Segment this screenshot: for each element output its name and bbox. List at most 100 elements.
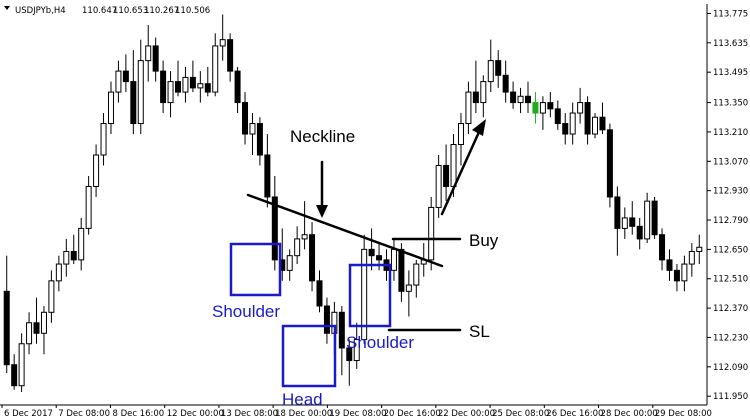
bullish-candle (100, 123, 107, 156)
bullish-candle (361, 248, 368, 341)
bearish-candle (398, 248, 405, 292)
bearish-candle (122, 70, 129, 83)
sl-label: SL (469, 322, 490, 341)
bullish-candle (137, 60, 144, 125)
time-tick-label: 28 Dec 00:00 (601, 409, 658, 419)
bearish-candle (256, 123, 263, 156)
bullish-candle (435, 164, 442, 208)
bearish-candle (636, 225, 643, 240)
bullish-candle (405, 284, 412, 292)
bullish-candle (569, 112, 576, 135)
bullish-candle (413, 263, 420, 286)
bearish-candle (673, 269, 680, 282)
bearish-candle (599, 116, 606, 131)
bullish-candle (457, 123, 464, 146)
bearish-candle (271, 196, 278, 261)
bullish-candle (249, 123, 256, 135)
bearish-candle (234, 70, 241, 104)
price-axis: 113.775 113.635 113.495 113.350 113.210 113.0… (707, 9, 748, 402)
price-tick-label: 113.350 (713, 99, 748, 109)
bearish-candle (70, 250, 77, 261)
bullish-candle (167, 81, 174, 104)
bullish-candle (390, 248, 397, 271)
buy-label: Buy (469, 231, 499, 250)
neckline-label: Neckline (290, 127, 355, 146)
candle-series (3, 14, 703, 392)
bearish-candle (502, 74, 509, 93)
bullish-candle (517, 95, 524, 104)
left-shoulder-box (229, 242, 282, 297)
bearish-candle (152, 45, 159, 72)
price-tick-label: 112.230 (713, 333, 748, 343)
time-tick-label: 29 Dec 08:00 (655, 409, 712, 419)
bearish-candle (629, 217, 636, 227)
time-tick-label: 8 Dec 16:00 (112, 409, 164, 419)
head-box (281, 324, 337, 388)
right-shoulder-label: Shoulder (346, 333, 414, 352)
bearish-candle (525, 95, 531, 104)
bullish-candle (182, 76, 189, 93)
bearish-candle (11, 364, 18, 387)
bearish-candle (204, 83, 211, 93)
bullish-candle (450, 144, 457, 187)
bearish-candle (368, 248, 375, 257)
target-arrow-head (472, 119, 486, 136)
bullish-candle (465, 91, 472, 125)
bullish-candle (592, 116, 599, 135)
ohlc-close: 110.506 (175, 6, 210, 16)
bearish-candle (606, 129, 613, 198)
bullish-candle (644, 200, 651, 240)
bullish-candle (107, 91, 114, 125)
bearish-candle (562, 123, 569, 135)
bearish-candle (510, 91, 517, 104)
bearish-candle (175, 81, 181, 93)
bearish-candle (547, 102, 554, 110)
price-tick-label: 111.950 (713, 392, 748, 402)
bearish-candle (338, 311, 345, 349)
annotations: Neckline Buy SL Shoulder Head Shoulder (212, 119, 499, 409)
bearish-candle (264, 154, 271, 198)
bearish-candle (472, 91, 479, 104)
price-tick-label: 113.775 (713, 9, 748, 19)
price-tick-label: 113.635 (713, 39, 748, 49)
left-shoulder-label: Shoulder (212, 302, 280, 321)
bearish-candle (33, 322, 40, 334)
time-tick-label: 6 Dec 2017 (4, 409, 53, 419)
bullish-candle (145, 45, 152, 62)
ohlc-high: 110.653 (113, 6, 148, 16)
target-arrow-shaft (440, 130, 481, 216)
bullish-candle (294, 238, 301, 257)
time-tick-label: 20 Dec 16:00 (384, 409, 441, 419)
right-shoulder-box (348, 263, 392, 328)
bullish-candle (55, 263, 62, 282)
price-tick-label: 113.495 (713, 68, 748, 78)
time-tick-label: 13 Dec 08:00 (221, 409, 278, 419)
bearish-candle (309, 234, 316, 282)
bullish-candle (115, 70, 122, 93)
bullish-candle (301, 234, 308, 240)
collapse-triangle-icon (4, 6, 10, 10)
bearish-candle (666, 259, 673, 271)
bullish-candle (26, 322, 33, 345)
bearish-candle (651, 200, 658, 236)
bullish-candle (428, 206, 435, 261)
time-tick-label: 18 Dec 00:00 (275, 409, 332, 419)
bullish-candle (78, 227, 85, 261)
chart-header: USDJPYb,H4 110.647 110.653 110.267 110.5… (4, 6, 210, 16)
bearish-candle (323, 305, 330, 334)
bullish-candle (696, 246, 703, 252)
time-tick-label: 26 Dec 16:00 (546, 409, 603, 419)
neckline-line (246, 193, 444, 268)
price-tick-label: 113.210 (713, 128, 748, 138)
bullish-candle (48, 280, 55, 313)
bearish-candle (376, 255, 383, 261)
bullish-candle (40, 311, 47, 334)
price-tick-label: 113.070 (713, 157, 748, 167)
time-tick-label: 22 Dec 00:00 (438, 409, 495, 419)
bullish-candle (480, 81, 487, 104)
price-tick-label: 112.650 (713, 245, 748, 255)
head-label: Head (282, 390, 323, 409)
